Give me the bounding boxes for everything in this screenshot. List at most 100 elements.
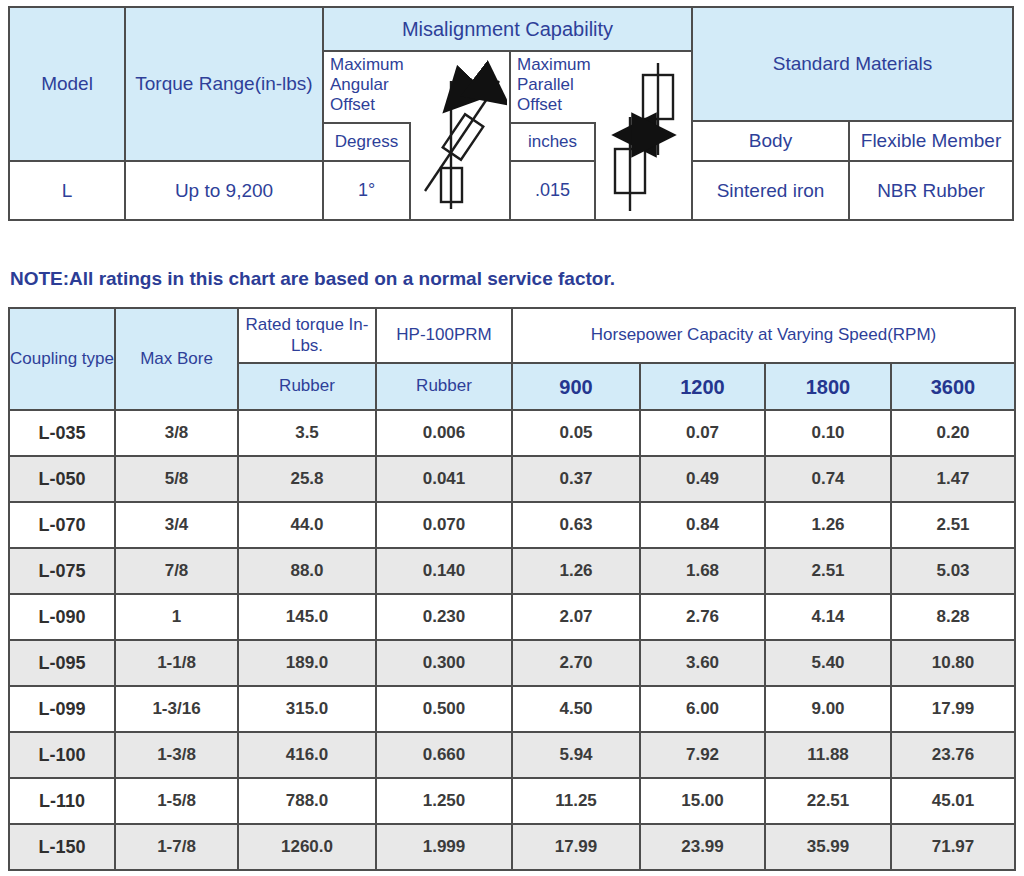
hp-table-row: L-0991-3/16315.00.5004.506.009.0017.99	[9, 686, 1015, 732]
value-cell: 0.041	[376, 456, 512, 502]
value-cell: 1.26	[765, 502, 891, 548]
value-cell: 7/8	[115, 548, 238, 594]
value-cell: 0.006	[376, 410, 512, 456]
value-cell: 0.37	[512, 456, 640, 502]
value-cell: 44.0	[238, 502, 376, 548]
speed-header-3600: 3600	[891, 363, 1015, 410]
hp-table-row: L-1001-3/8416.00.6605.947.9211.8823.76	[9, 732, 1015, 778]
value-cell: 11.25	[512, 778, 640, 824]
value-cell: 0.49	[640, 456, 765, 502]
value-cell: 71.97	[891, 824, 1015, 870]
parallel-unit-cell: inches	[511, 122, 596, 162]
subheader-rated-torque-rubber: Rubber	[238, 363, 376, 410]
hp-table-row: L-0757/888.00.1401.261.682.515.03	[9, 548, 1015, 594]
value-cell: 7.92	[640, 732, 765, 778]
torque-range-value: Up to 9,200	[126, 162, 324, 219]
coupling-type-cell: L-090	[9, 594, 115, 640]
value-cell: 0.84	[640, 502, 765, 548]
body-header: Body	[693, 122, 850, 162]
value-cell: 1-7/8	[115, 824, 238, 870]
value-cell: 0.74	[765, 456, 891, 502]
speed-header-1200: 1200	[640, 363, 765, 410]
value-cell: 4.14	[765, 594, 891, 640]
body-material-value: Sintered iron	[693, 162, 850, 219]
spec-table: Model Torque Range(in-lbs) Misalignment …	[8, 6, 1014, 221]
parallel-offset-icon	[596, 52, 693, 219]
angular-offset-value: 1°	[324, 162, 411, 219]
subheader-hp-rubber: Rubber	[376, 363, 512, 410]
coupling-type-cell: L-075	[9, 548, 115, 594]
value-cell: 88.0	[238, 548, 376, 594]
angular-unit-cell: Degress	[324, 122, 411, 162]
service-factor-note: NOTE:All ratings in this chart are based…	[10, 268, 1016, 290]
speed-header-1800: 1800	[765, 363, 891, 410]
value-cell: 17.99	[512, 824, 640, 870]
value-cell: 5.94	[512, 732, 640, 778]
hp-table-row: L-0951-1/8189.00.3002.703.605.4010.80	[9, 640, 1015, 686]
value-cell: 23.76	[891, 732, 1015, 778]
value-cell: 0.230	[376, 594, 512, 640]
value-cell: 1-1/8	[115, 640, 238, 686]
coupling-type-cell: L-100	[9, 732, 115, 778]
value-cell: 9.00	[765, 686, 891, 732]
coupling-type-cell: L-099	[9, 686, 115, 732]
col-header-coupling-type: Coupling type	[9, 308, 115, 410]
value-cell: 0.070	[376, 502, 512, 548]
value-cell: 1	[115, 594, 238, 640]
misalignment-header: Misalignment Capability	[324, 8, 693, 52]
hp-table-row: L-0703/444.00.0700.630.841.262.51	[9, 502, 1015, 548]
value-cell: 0.20	[891, 410, 1015, 456]
torque-range-header: Torque Range(in-lbs)	[126, 8, 324, 162]
value-cell: 2.07	[512, 594, 640, 640]
value-cell: 1-3/8	[115, 732, 238, 778]
value-cell: 23.99	[640, 824, 765, 870]
parallel-offset-label: Maximum Parallel Offset	[511, 52, 596, 122]
angular-offset-label: Maximum Angular Offset	[324, 52, 411, 122]
coupling-type-cell: L-035	[9, 410, 115, 456]
col-header-hp-100rpm: HP-100PRM	[376, 308, 512, 363]
angular-offset-icon	[411, 52, 511, 219]
speed-header-900: 900	[512, 363, 640, 410]
hp-table-row: L-1101-5/8788.01.25011.2515.0022.5145.01	[9, 778, 1015, 824]
value-cell: 3.60	[640, 640, 765, 686]
value-cell: 1260.0	[238, 824, 376, 870]
value-cell: 3/4	[115, 502, 238, 548]
value-cell: 1.47	[891, 456, 1015, 502]
coupling-type-cell: L-050	[9, 456, 115, 502]
value-cell: 0.140	[376, 548, 512, 594]
value-cell: 10.80	[891, 640, 1015, 686]
value-cell: 3/8	[115, 410, 238, 456]
hp-table-row: L-0901145.00.2302.072.764.148.28	[9, 594, 1015, 640]
value-cell: 0.63	[512, 502, 640, 548]
value-cell: 5.03	[891, 548, 1015, 594]
model-value: L	[10, 162, 126, 219]
value-cell: 1-3/16	[115, 686, 238, 732]
value-cell: 3.5	[238, 410, 376, 456]
value-cell: 1.999	[376, 824, 512, 870]
value-cell: 1-5/8	[115, 778, 238, 824]
value-cell: 0.500	[376, 686, 512, 732]
value-cell: 4.50	[512, 686, 640, 732]
value-cell: 189.0	[238, 640, 376, 686]
coupling-type-cell: L-095	[9, 640, 115, 686]
value-cell: 2.51	[765, 548, 891, 594]
value-cell: 0.07	[640, 410, 765, 456]
value-cell: 2.70	[512, 640, 640, 686]
value-cell: 416.0	[238, 732, 376, 778]
model-header: Model	[10, 8, 126, 162]
hp-table-row: L-1501-7/81260.01.99917.9923.9935.9971.9…	[9, 824, 1015, 870]
parallel-offset-value: .015	[511, 162, 596, 219]
standard-materials-header: Standard Materials	[693, 8, 1012, 122]
coupling-type-cell: L-150	[9, 824, 115, 870]
value-cell: 0.300	[376, 640, 512, 686]
value-cell: 0.660	[376, 732, 512, 778]
value-cell: 0.10	[765, 410, 891, 456]
value-cell: 0.05	[512, 410, 640, 456]
coupling-type-cell: L-070	[9, 502, 115, 548]
col-header-horsepower-capacity: Horsepower Capacity at Varying Speed(RPM…	[512, 308, 1015, 363]
flexible-member-header: Flexible Member	[850, 122, 1012, 162]
col-header-max-bore: Max Bore	[115, 308, 238, 410]
value-cell: 11.88	[765, 732, 891, 778]
value-cell: 5/8	[115, 456, 238, 502]
value-cell: 35.99	[765, 824, 891, 870]
